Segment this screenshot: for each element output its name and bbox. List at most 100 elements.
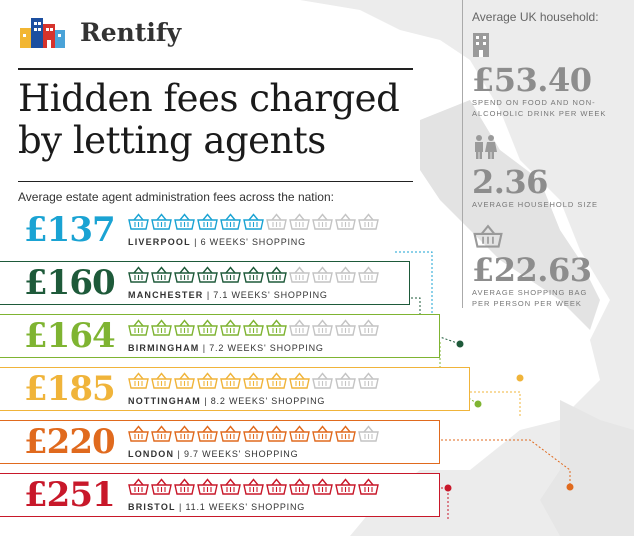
shopping-basket-icon	[289, 478, 310, 495]
stat-value: £22.63	[472, 251, 592, 289]
fee-amount: £185	[24, 369, 116, 409]
stat-food-spend: £53.40 SPEND ON FOOD AND NON-ALCOHOLIC D…	[472, 32, 622, 119]
shopping-basket-icon	[358, 425, 379, 442]
shopping-basket-icon	[358, 213, 379, 230]
stat-value: 2.36	[472, 163, 548, 201]
basket-strip	[128, 266, 379, 283]
shopping-basket-icon	[312, 425, 333, 442]
shopping-basket-icon	[128, 478, 149, 495]
stat-value: £53.40	[472, 61, 592, 99]
shopping-basket-icon	[358, 319, 379, 336]
shopping-basket-icon	[197, 478, 218, 495]
shopping-basket-icon	[197, 372, 218, 389]
side-divider	[462, 0, 463, 308]
shopping-basket-icon	[128, 213, 149, 230]
weeks-shopping: 6 WEEKS' SHOPPING	[200, 237, 306, 247]
shopping-basket-icon	[220, 478, 241, 495]
shopping-basket-icon	[243, 478, 264, 495]
shopping-basket-icon	[174, 372, 195, 389]
shopping-basket-icon	[128, 266, 149, 283]
fee-caption: BIRMINGHAM | 7.2 WEEKS' SHOPPING	[128, 343, 324, 353]
fee-amount: £137	[24, 210, 116, 250]
shopping-basket-icon	[174, 425, 195, 442]
shopping-basket-icon	[266, 425, 287, 442]
shopping-basket-icon	[151, 425, 172, 442]
fee-row-nottingham: £185 NOTTINGHAM | 8.2 WEEKS' SHOPPING	[0, 367, 470, 411]
shopping-basket-icon	[220, 213, 241, 230]
shopping-basket-icon	[266, 213, 287, 230]
shopping-basket-icon	[128, 372, 149, 389]
stat-label: SPEND ON FOOD AND NON-ALCOHOLIC DRINK PE…	[472, 98, 607, 118]
shopping-basket-icon	[312, 319, 333, 336]
shopping-basket-icon	[151, 478, 172, 495]
shopping-basket-icon	[358, 478, 379, 495]
stat-label: AVERAGE SHOPPING BAG PER PERSON PER WEEK	[472, 288, 588, 308]
shopping-basket-icon	[174, 213, 195, 230]
shopping-basket-icon	[243, 425, 264, 442]
weeks-shopping: 11.1 WEEKS' SHOPPING	[185, 502, 306, 512]
shopping-basket-icon	[473, 224, 503, 248]
shopping-basket-icon	[151, 213, 172, 230]
fee-amount: £220	[24, 422, 116, 462]
fee-caption: LONDON | 9.7 WEEKS' SHOPPING	[128, 449, 299, 459]
shopping-basket-icon	[358, 266, 379, 283]
shopping-basket-icon	[289, 319, 310, 336]
shopping-basket-icon	[312, 478, 333, 495]
shopping-basket-icon	[243, 266, 264, 283]
basket-strip	[128, 319, 379, 336]
row-band	[0, 314, 440, 358]
brand-header: Rentify	[18, 14, 181, 50]
row-band	[0, 261, 410, 305]
basket-strip	[128, 478, 379, 495]
shopping-basket-icon	[174, 319, 195, 336]
shopping-basket-icon	[128, 425, 149, 442]
fee-caption: MANCHESTER | 7.1 WEEKS' SHOPPING	[128, 290, 328, 300]
houses-logo-icon	[20, 18, 65, 48]
fee-row-london: £220 LONDON | 9.7 WEEKS' SHOPPING	[0, 420, 440, 464]
shopping-basket-icon	[243, 372, 264, 389]
shopping-basket-icon	[358, 372, 379, 389]
shopping-basket-icon	[289, 266, 310, 283]
shopping-basket-icon	[174, 266, 195, 283]
shopping-basket-icon	[312, 213, 333, 230]
fee-row-birmingham: £164 BIRMINGHAM | 7.2 WEEKS' SHOPPING	[0, 314, 440, 358]
stat-shopping-bag: £22.63 AVERAGE SHOPPING BAG PER PERSON P…	[472, 224, 622, 309]
basket-strip	[128, 213, 379, 230]
fee-caption: NOTTINGHAM | 8.2 WEEKS' SHOPPING	[128, 396, 326, 406]
row-band	[0, 473, 440, 517]
city-name: BIRMINGHAM	[128, 343, 200, 353]
basket-strip	[128, 425, 379, 442]
weeks-shopping: 8.2 WEEKS' SHOPPING	[210, 396, 326, 406]
weeks-shopping: 7.1 WEEKS' SHOPPING	[213, 290, 328, 300]
shopping-basket-icon	[312, 372, 333, 389]
shopping-basket-icon	[266, 372, 287, 389]
brand-name: Rentify	[80, 17, 182, 47]
row-band	[0, 367, 470, 411]
city-name: LIVERPOOL	[128, 237, 191, 247]
people-icon	[475, 135, 497, 159]
city-name: NOTTINGHAM	[128, 396, 201, 406]
shopping-basket-icon	[266, 478, 287, 495]
row-band	[0, 420, 440, 464]
shopping-basket-icon	[220, 319, 241, 336]
shopping-basket-icon	[197, 319, 218, 336]
fee-row-bristol: £251 BRISTOL | 11.1 WEEKS' SHOPPING	[0, 473, 440, 517]
shopping-basket-icon	[335, 478, 356, 495]
shopping-basket-icon	[220, 372, 241, 389]
shopping-basket-icon	[335, 213, 356, 230]
fee-amount: £164	[24, 316, 116, 356]
shopping-basket-icon	[243, 213, 264, 230]
shopping-basket-icon	[335, 372, 356, 389]
city-name: LONDON	[128, 449, 175, 459]
city-name: MANCHESTER	[128, 290, 204, 300]
subtitle: Average estate agent administration fees…	[18, 190, 334, 204]
page-title: Hidden fees charged by letting agents	[18, 77, 400, 162]
side-heading: Average UK household:	[472, 10, 599, 24]
basket-strip	[128, 372, 379, 389]
stat-household-size: 2.36 AVERAGE HOUSEHOLD SIZE	[472, 134, 622, 210]
shopping-basket-icon	[335, 266, 356, 283]
title-top-rule	[18, 68, 413, 70]
weeks-shopping: 7.2 WEEKS' SHOPPING	[209, 343, 324, 353]
shopping-basket-icon	[220, 266, 241, 283]
